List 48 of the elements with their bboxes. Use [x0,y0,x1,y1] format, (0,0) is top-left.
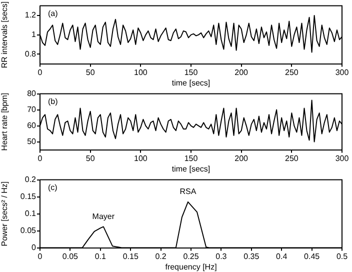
y-tick-label: 70 [27,105,37,114]
x-axis-title: time [secs] [172,164,210,174]
x-tick-label: 250 [284,68,299,77]
y-tick-label: 1.2 [24,10,37,20]
y-tick-label: 80 [27,89,37,98]
x-tick-label: 250 [284,154,299,163]
x-tick-label: 50 [86,68,96,77]
x-tick-label: 0.35 [244,252,260,261]
x-tick-label: 0.5 [336,252,348,261]
x-tick-label: 0.15 [122,252,139,261]
x-tick-label: 0.45 [304,252,320,261]
y-tick-label: 0.2 [24,175,37,184]
y-tick-label: 0.1 [24,209,37,218]
x-tick-label: 200 [234,68,249,77]
x-tick-label: 0.2 [155,252,167,261]
x-tick-label: 150 [184,154,198,163]
x-axis-title: frequency [Hz] [165,262,217,272]
y-tick-label: 0 [32,243,37,252]
annotation: (b) [48,97,58,106]
x-tick-label: 100 [134,154,148,163]
y-tick-label: 0.8 [24,49,37,58]
x-tick-label: 300 [335,68,350,77]
x-tick-label: 50 [86,154,96,163]
annotation: (c) [48,183,58,192]
x-tick-label: 150 [184,68,198,77]
y-tick-label: 60 [27,121,37,130]
x-axis-title: time [secs] [172,78,210,88]
y-tick-label: 0.15 [20,192,37,202]
y-axis-title: Heart rate [bpm] [0,92,10,151]
x-tick-label: 0.4 [276,252,288,261]
x-tick-label: 0.05 [62,252,79,261]
x-tick-label: 0 [38,68,43,77]
annotation: (a) [48,9,58,18]
annotation: RSA [180,187,197,196]
x-tick-label: 0 [38,252,43,261]
x-tick-label: 0.1 [94,252,107,261]
x-tick-label: 0.3 [216,252,228,261]
annotation: Mayer [92,212,115,221]
y-tick-label: 50 [27,137,37,146]
y-tick-label: 1 [32,30,37,40]
y-axis-title: Power [secs² / Hz] [0,181,10,246]
x-tick-label: 0.25 [183,252,200,261]
x-tick-label: 0 [38,154,43,163]
x-tick-label: 300 [335,154,350,163]
y-axis-title: RR intervals [secs] [0,1,10,68]
y-tick-label: 0.05 [20,226,37,236]
x-tick-label: 100 [134,68,148,77]
x-tick-label: 200 [234,154,249,163]
